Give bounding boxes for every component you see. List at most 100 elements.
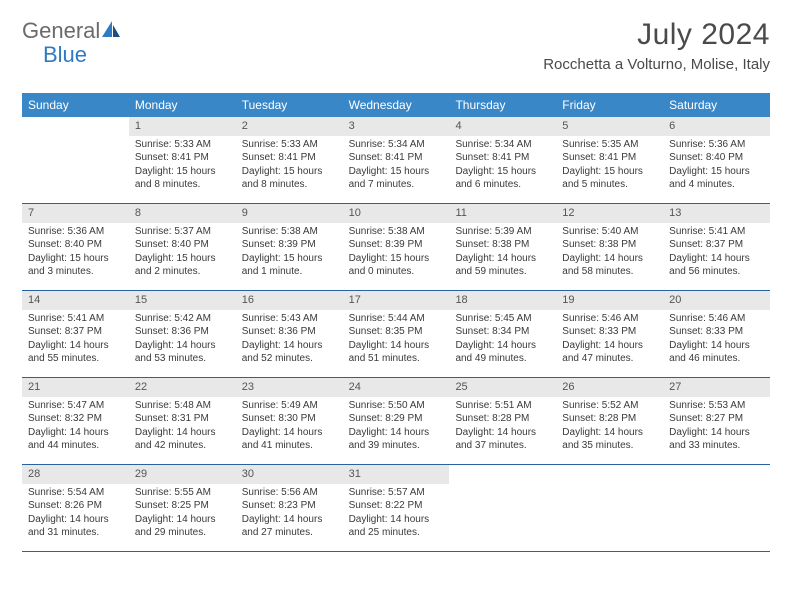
weekday-header: Monday [129, 93, 236, 117]
calendar-cell: 25Sunrise: 5:51 AMSunset: 8:28 PMDayligh… [449, 378, 556, 464]
day-details: Sunrise: 5:33 AMSunset: 8:41 PMDaylight:… [236, 136, 343, 196]
day-details: Sunrise: 5:38 AMSunset: 8:39 PMDaylight:… [343, 223, 450, 283]
sunrise-text: Sunrise: 5:46 AM [562, 312, 657, 326]
calendar-cell: 26Sunrise: 5:52 AMSunset: 8:28 PMDayligh… [556, 378, 663, 464]
day-number: 9 [236, 204, 343, 223]
day-details: Sunrise: 5:33 AMSunset: 8:41 PMDaylight:… [129, 136, 236, 196]
day-details: Sunrise: 5:36 AMSunset: 8:40 PMDaylight:… [22, 223, 129, 283]
calendar-cell: 9Sunrise: 5:38 AMSunset: 8:39 PMDaylight… [236, 204, 343, 290]
daylight-text-1: Daylight: 14 hours [242, 339, 337, 353]
sunrise-text: Sunrise: 5:34 AM [349, 138, 444, 152]
day-number: 2 [236, 117, 343, 136]
sunset-text: Sunset: 8:36 PM [135, 325, 230, 339]
daylight-text-2: and 41 minutes. [242, 439, 337, 453]
daylight-text-2: and 33 minutes. [669, 439, 764, 453]
day-details: Sunrise: 5:43 AMSunset: 8:36 PMDaylight:… [236, 310, 343, 370]
logo-blue-wrap: Blue [43, 42, 87, 68]
calendar-cell: 24Sunrise: 5:50 AMSunset: 8:29 PMDayligh… [343, 378, 450, 464]
weekday-header: Wednesday [343, 93, 450, 117]
sunset-text: Sunset: 8:25 PM [135, 499, 230, 513]
sunrise-text: Sunrise: 5:33 AM [242, 138, 337, 152]
sunset-text: Sunset: 8:31 PM [135, 412, 230, 426]
calendar-cell: 10Sunrise: 5:38 AMSunset: 8:39 PMDayligh… [343, 204, 450, 290]
day-number: 11 [449, 204, 556, 223]
sunset-text: Sunset: 8:28 PM [455, 412, 550, 426]
daylight-text-2: and 35 minutes. [562, 439, 657, 453]
sunrise-text: Sunrise: 5:38 AM [349, 225, 444, 239]
day-number: 24 [343, 378, 450, 397]
sunset-text: Sunset: 8:40 PM [135, 238, 230, 252]
sunset-text: Sunset: 8:41 PM [349, 151, 444, 165]
day-number: 29 [129, 465, 236, 484]
day-details: Sunrise: 5:38 AMSunset: 8:39 PMDaylight:… [236, 223, 343, 283]
daylight-text-1: Daylight: 14 hours [455, 339, 550, 353]
calendar-cell: 28Sunrise: 5:54 AMSunset: 8:26 PMDayligh… [22, 465, 129, 551]
daylight-text-1: Daylight: 15 hours [349, 165, 444, 179]
sunset-text: Sunset: 8:40 PM [669, 151, 764, 165]
day-number: 30 [236, 465, 343, 484]
sunrise-text: Sunrise: 5:49 AM [242, 399, 337, 413]
calendar-cell: 11Sunrise: 5:39 AMSunset: 8:38 PMDayligh… [449, 204, 556, 290]
daylight-text-1: Daylight: 14 hours [562, 339, 657, 353]
sunrise-text: Sunrise: 5:34 AM [455, 138, 550, 152]
calendar-cell: 17Sunrise: 5:44 AMSunset: 8:35 PMDayligh… [343, 291, 450, 377]
sunrise-text: Sunrise: 5:43 AM [242, 312, 337, 326]
calendar-cell: . [663, 465, 770, 551]
sunrise-text: Sunrise: 5:35 AM [562, 138, 657, 152]
calendar-cell: 3Sunrise: 5:34 AMSunset: 8:41 PMDaylight… [343, 117, 450, 203]
calendar-row: 21Sunrise: 5:47 AMSunset: 8:32 PMDayligh… [22, 378, 770, 465]
sunset-text: Sunset: 8:40 PM [28, 238, 123, 252]
sunset-text: Sunset: 8:33 PM [562, 325, 657, 339]
sunrise-text: Sunrise: 5:48 AM [135, 399, 230, 413]
sunrise-text: Sunrise: 5:39 AM [455, 225, 550, 239]
daylight-text-2: and 7 minutes. [349, 178, 444, 192]
daylight-text-2: and 27 minutes. [242, 526, 337, 540]
daylight-text-2: and 46 minutes. [669, 352, 764, 366]
calendar-cell: 31Sunrise: 5:57 AMSunset: 8:22 PMDayligh… [343, 465, 450, 551]
sunrise-text: Sunrise: 5:41 AM [669, 225, 764, 239]
daylight-text-1: Daylight: 14 hours [455, 426, 550, 440]
day-number: 25 [449, 378, 556, 397]
daylight-text-1: Daylight: 15 hours [135, 165, 230, 179]
day-details: Sunrise: 5:46 AMSunset: 8:33 PMDaylight:… [663, 310, 770, 370]
calendar-cell: 4Sunrise: 5:34 AMSunset: 8:41 PMDaylight… [449, 117, 556, 203]
daylight-text-1: Daylight: 15 hours [562, 165, 657, 179]
day-number: 7 [22, 204, 129, 223]
sunrise-text: Sunrise: 5:56 AM [242, 486, 337, 500]
day-details: Sunrise: 5:50 AMSunset: 8:29 PMDaylight:… [343, 397, 450, 457]
sunrise-text: Sunrise: 5:42 AM [135, 312, 230, 326]
day-number: 12 [556, 204, 663, 223]
daylight-text-1: Daylight: 15 hours [669, 165, 764, 179]
day-number: 27 [663, 378, 770, 397]
day-number: 28 [22, 465, 129, 484]
sunrise-text: Sunrise: 5:52 AM [562, 399, 657, 413]
sunrise-text: Sunrise: 5:54 AM [28, 486, 123, 500]
sunrise-text: Sunrise: 5:37 AM [135, 225, 230, 239]
daylight-text-2: and 59 minutes. [455, 265, 550, 279]
daylight-text-2: and 51 minutes. [349, 352, 444, 366]
sunset-text: Sunset: 8:41 PM [455, 151, 550, 165]
calendar: SundayMondayTuesdayWednesdayThursdayFrid… [22, 93, 770, 552]
sunset-text: Sunset: 8:41 PM [562, 151, 657, 165]
daylight-text-2: and 8 minutes. [242, 178, 337, 192]
day-details: Sunrise: 5:49 AMSunset: 8:30 PMDaylight:… [236, 397, 343, 457]
daylight-text-2: and 1 minute. [242, 265, 337, 279]
sunset-text: Sunset: 8:28 PM [562, 412, 657, 426]
calendar-cell: . [22, 117, 129, 203]
day-details: Sunrise: 5:39 AMSunset: 8:38 PMDaylight:… [449, 223, 556, 283]
day-number: 16 [236, 291, 343, 310]
daylight-text-2: and 53 minutes. [135, 352, 230, 366]
day-details: Sunrise: 5:41 AMSunset: 8:37 PMDaylight:… [663, 223, 770, 283]
sunrise-text: Sunrise: 5:38 AM [242, 225, 337, 239]
day-number: 14 [22, 291, 129, 310]
calendar-cell: 1Sunrise: 5:33 AMSunset: 8:41 PMDaylight… [129, 117, 236, 203]
day-details: Sunrise: 5:41 AMSunset: 8:37 PMDaylight:… [22, 310, 129, 370]
sunset-text: Sunset: 8:29 PM [349, 412, 444, 426]
calendar-cell: 29Sunrise: 5:55 AMSunset: 8:25 PMDayligh… [129, 465, 236, 551]
daylight-text-2: and 56 minutes. [669, 265, 764, 279]
daylight-text-2: and 8 minutes. [135, 178, 230, 192]
calendar-body: .1Sunrise: 5:33 AMSunset: 8:41 PMDayligh… [22, 117, 770, 552]
day-number: 20 [663, 291, 770, 310]
daylight-text-1: Daylight: 14 hours [562, 426, 657, 440]
daylight-text-2: and 58 minutes. [562, 265, 657, 279]
